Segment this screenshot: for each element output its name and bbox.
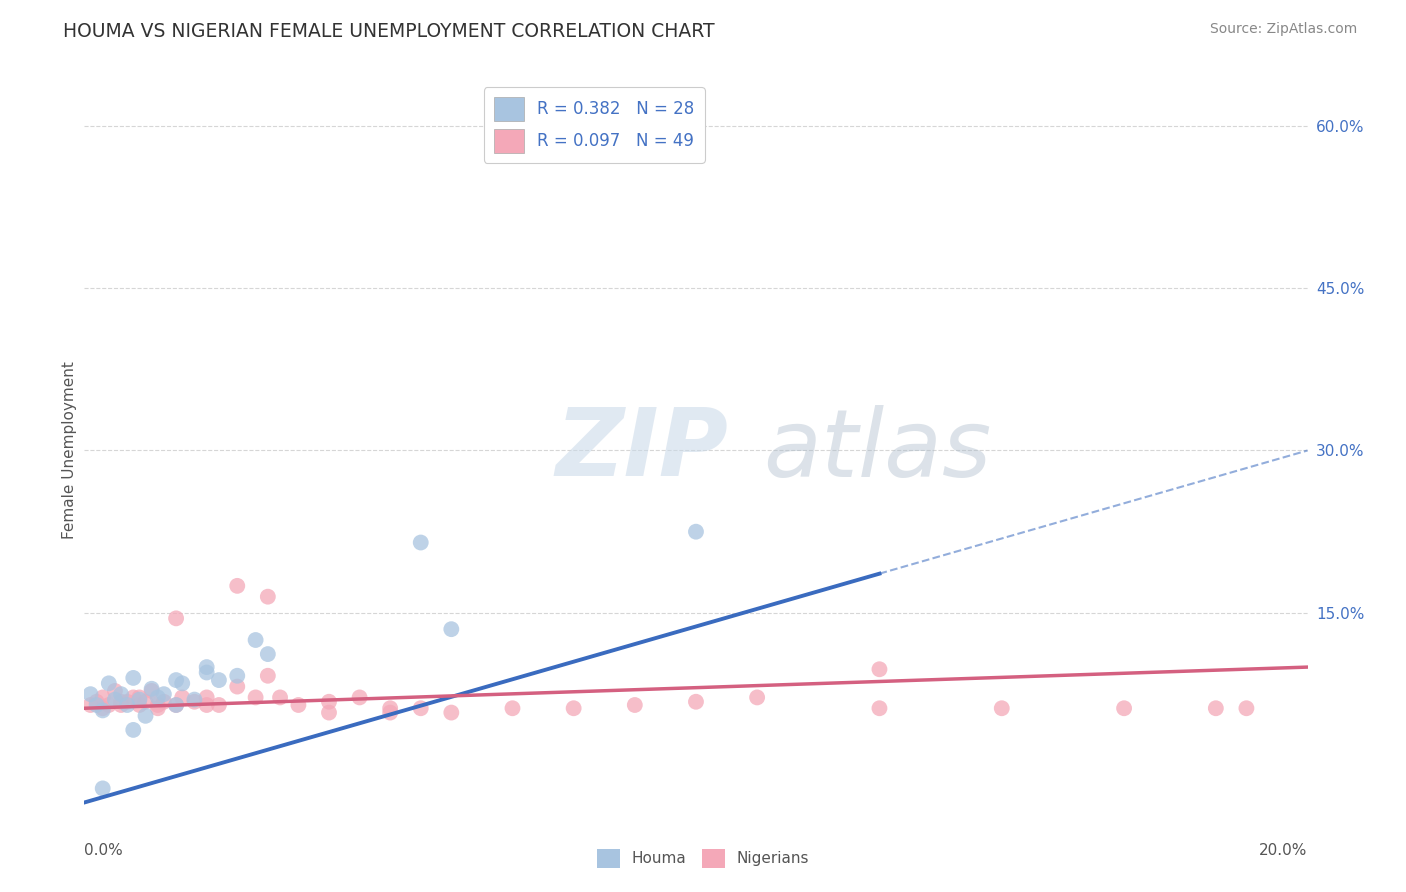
Point bbox=[79, 698, 101, 712]
Point bbox=[110, 698, 132, 712]
Text: Source: ZipAtlas.com: Source: ZipAtlas.com bbox=[1209, 22, 1357, 37]
Point bbox=[104, 692, 127, 706]
Point bbox=[349, 690, 371, 705]
Point bbox=[409, 535, 432, 549]
Y-axis label: Female Unemployment: Female Unemployment bbox=[62, 361, 77, 540]
Point bbox=[195, 665, 218, 680]
Point bbox=[502, 701, 524, 715]
Point bbox=[257, 590, 280, 604]
Point bbox=[318, 706, 340, 720]
Point bbox=[869, 701, 891, 715]
Point bbox=[195, 660, 218, 674]
Point bbox=[208, 673, 231, 687]
Point bbox=[318, 695, 340, 709]
Point bbox=[685, 524, 707, 539]
Text: ZIP: ZIP bbox=[555, 404, 728, 497]
Point bbox=[91, 701, 114, 715]
Point bbox=[128, 690, 150, 705]
Point bbox=[409, 701, 432, 715]
Point bbox=[128, 692, 150, 706]
Text: atlas: atlas bbox=[763, 405, 991, 496]
Point bbox=[991, 701, 1014, 715]
Point bbox=[146, 690, 169, 705]
Point bbox=[269, 690, 291, 705]
Point bbox=[110, 695, 132, 709]
Point bbox=[226, 579, 249, 593]
Point bbox=[115, 695, 138, 709]
Point bbox=[146, 701, 169, 715]
Point bbox=[226, 669, 249, 683]
Point bbox=[91, 703, 114, 717]
Point bbox=[122, 690, 145, 705]
Point bbox=[146, 698, 169, 712]
Legend: R = 0.382   N = 28, R = 0.097   N = 49: R = 0.382 N = 28, R = 0.097 N = 49 bbox=[484, 87, 704, 162]
Point bbox=[380, 701, 402, 715]
Point bbox=[86, 695, 108, 709]
Legend: Houma, Nigerians: Houma, Nigerians bbox=[591, 843, 815, 873]
Point bbox=[562, 701, 585, 715]
Point bbox=[122, 671, 145, 685]
Point bbox=[141, 681, 163, 696]
Point bbox=[153, 687, 176, 701]
Point bbox=[869, 662, 891, 676]
Point bbox=[86, 698, 108, 712]
Point bbox=[1236, 701, 1258, 715]
Point bbox=[141, 684, 163, 698]
Point bbox=[747, 690, 769, 705]
Point bbox=[97, 698, 120, 712]
Point bbox=[195, 698, 218, 712]
Text: 20.0%: 20.0% bbox=[1260, 843, 1308, 857]
Point bbox=[97, 676, 120, 690]
Point bbox=[91, 781, 114, 796]
Point bbox=[122, 723, 145, 737]
Point bbox=[195, 690, 218, 705]
Point bbox=[165, 673, 187, 687]
Point bbox=[624, 698, 647, 712]
Point bbox=[287, 698, 309, 712]
Point bbox=[104, 684, 127, 698]
Point bbox=[226, 680, 249, 694]
Point bbox=[380, 706, 402, 720]
Point bbox=[153, 695, 176, 709]
Point bbox=[1205, 701, 1227, 715]
Point bbox=[440, 622, 463, 636]
Point bbox=[183, 692, 205, 706]
Point bbox=[440, 706, 463, 720]
Point bbox=[257, 647, 280, 661]
Point bbox=[135, 708, 157, 723]
Point bbox=[128, 698, 150, 712]
Point bbox=[1114, 701, 1136, 715]
Point bbox=[165, 698, 187, 712]
Point bbox=[165, 698, 187, 712]
Point bbox=[257, 669, 280, 683]
Point bbox=[165, 611, 187, 625]
Point bbox=[172, 676, 194, 690]
Point bbox=[110, 687, 132, 701]
Point bbox=[208, 698, 231, 712]
Point bbox=[172, 690, 194, 705]
Text: HOUMA VS NIGERIAN FEMALE UNEMPLOYMENT CORRELATION CHART: HOUMA VS NIGERIAN FEMALE UNEMPLOYMENT CO… bbox=[63, 22, 714, 41]
Point bbox=[245, 633, 267, 648]
Text: 0.0%: 0.0% bbox=[84, 843, 124, 857]
Point bbox=[135, 695, 157, 709]
Point bbox=[115, 698, 138, 712]
Point bbox=[245, 690, 267, 705]
Point bbox=[91, 690, 114, 705]
Point bbox=[685, 695, 707, 709]
Point bbox=[79, 687, 101, 701]
Point bbox=[183, 695, 205, 709]
